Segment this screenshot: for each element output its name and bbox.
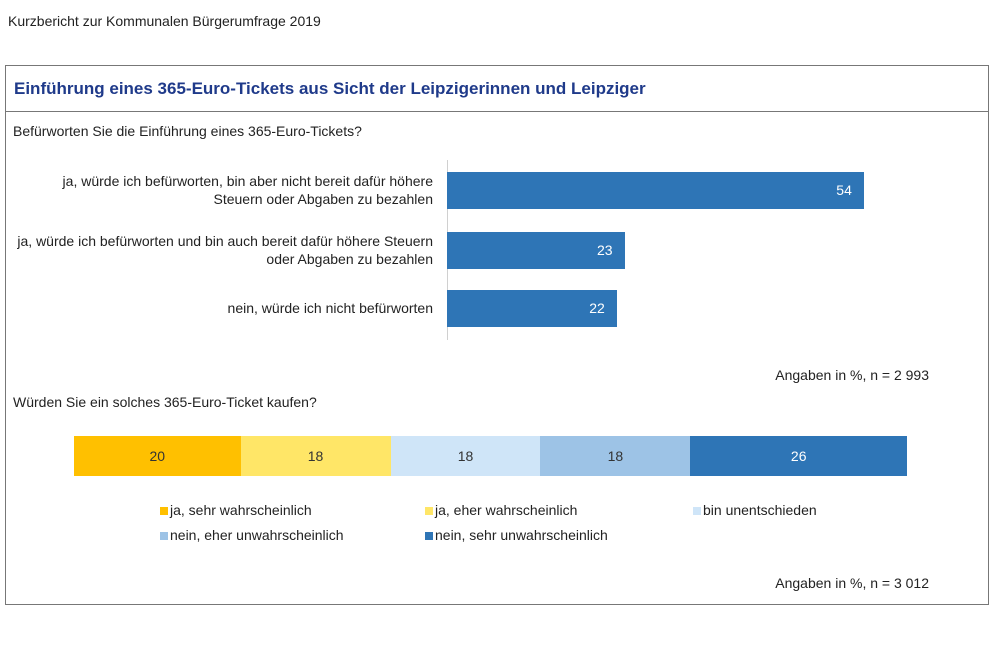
category-label: ja, würde ich befürworten, bin aber nich… [62, 173, 433, 207]
bar [447, 231, 625, 269]
value-label: 23 [596, 242, 613, 258]
bar-segment [540, 436, 691, 476]
note: Angaben in %, n = 3 012 [775, 575, 929, 591]
category-label: nein, würde ich nicht befürworten [227, 300, 433, 316]
legend-swatch [160, 532, 168, 540]
legend-label: ja, eher wahrscheinlich [435, 502, 578, 518]
note: Angaben in %, n = 2 993 [775, 367, 929, 383]
question: Befürworten Sie die Einführung eines 365… [13, 123, 362, 139]
value-label: 18 [607, 448, 624, 464]
legend-swatch [160, 507, 168, 515]
legend-swatch [425, 507, 433, 515]
panel [5, 65, 989, 605]
bar-segment [390, 436, 541, 476]
value-label: 26 [790, 448, 807, 464]
bar [447, 171, 864, 209]
category-label: ja, würde ich befürworten und bin auch b… [17, 233, 433, 267]
legend-swatch [425, 532, 433, 540]
bar-segment [690, 436, 907, 476]
report-header: Kurzbericht zur Kommunalen Bürgerumfrage… [8, 13, 321, 29]
question: Würden Sie ein solches 365-Euro-Ticket k… [13, 394, 317, 410]
legend-label: nein, sehr unwahrscheinlich [435, 527, 608, 543]
legend-label: nein, eher unwahrscheinlich [170, 527, 344, 543]
value-label: 18 [457, 448, 474, 464]
value-label: 22 [589, 300, 605, 316]
bar-segment [240, 436, 391, 476]
value-label: 18 [307, 448, 324, 464]
value-label: 54 [836, 182, 852, 198]
value-label: 20 [149, 448, 166, 464]
legend-swatch [693, 507, 701, 515]
bar-segment [74, 436, 241, 476]
bar [447, 289, 617, 327]
legend-label: bin unentschieden [703, 502, 817, 518]
panel-title: Einführung eines 365-Euro-Tickets aus Si… [6, 66, 988, 112]
legend-label: ja, sehr wahrscheinlich [170, 502, 312, 518]
